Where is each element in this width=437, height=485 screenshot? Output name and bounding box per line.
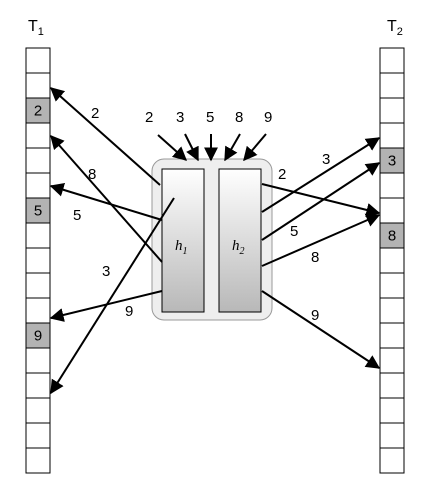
table-left-slot-13 xyxy=(25,347,51,374)
table-left-slot-7-value: 5 xyxy=(34,203,42,220)
arrow-key-3-to-t1 xyxy=(50,197,175,395)
table-right-slot-11 xyxy=(379,297,405,324)
table-left-slot-15 xyxy=(25,397,51,424)
table-right-slot-2 xyxy=(379,72,405,99)
table-right-slot-5 xyxy=(379,147,405,174)
table-left-slot-11 xyxy=(25,297,51,324)
arrow-label: 2 xyxy=(278,166,286,183)
table-right-slot-17 xyxy=(379,447,405,474)
table-left-slot-1 xyxy=(25,47,51,74)
hash-function-h2-label: h2 xyxy=(232,238,245,257)
input-arrow-9 xyxy=(243,133,267,162)
arrow-labels-t1: 2 8 5 3 9 xyxy=(73,105,133,320)
input-arrow-2 xyxy=(157,134,188,161)
table-right-slot-9 xyxy=(379,247,405,274)
table-right-slot-4 xyxy=(379,122,405,149)
arrow-key-5-to-t2 xyxy=(261,162,381,241)
table-right-slot-5-value: 3 xyxy=(388,153,396,170)
table-right-slot-16 xyxy=(379,422,405,449)
arrow-key-9-to-t1 xyxy=(49,290,163,322)
arrow-key-2-to-t1 xyxy=(49,87,161,186)
arrow-key-3-to-t2 xyxy=(261,137,381,213)
table-right-slot-6 xyxy=(379,172,405,199)
table-t1: 2 5 9 xyxy=(25,47,51,474)
hash-function-h1-label: h1 xyxy=(175,238,188,257)
arrow-label: 9 xyxy=(125,303,133,320)
table-right-slot-10 xyxy=(379,272,405,299)
table-right-slot-8-value: 8 xyxy=(388,228,396,245)
arrow-key-8-to-t2 xyxy=(261,213,381,267)
arrow-label: 9 xyxy=(311,307,319,324)
table-left-slot-2 xyxy=(25,72,51,99)
table-left-slot-8 xyxy=(25,222,51,249)
input-arrow-3 xyxy=(184,133,199,162)
input-keys: 2 3 5 8 9 xyxy=(145,109,272,126)
arrow-key-8-to-t1 xyxy=(50,134,163,263)
arrow-label: 8 xyxy=(88,166,96,183)
table-left-slot-4 xyxy=(25,122,51,149)
table-right-slot-1 xyxy=(379,47,405,74)
table-left-slot-16 xyxy=(25,422,51,449)
table-left-slot-12-value: 9 xyxy=(34,328,42,345)
arrow-label: 2 xyxy=(91,105,99,122)
arrow-label: 5 xyxy=(73,207,81,224)
arrow-label: 8 xyxy=(311,249,319,266)
input-arrow-8 xyxy=(224,133,241,162)
table-right-slot-15 xyxy=(379,397,405,424)
input-key: 3 xyxy=(176,109,184,126)
table-right-slot-12 xyxy=(379,322,405,349)
table-left-slot-3-value: 2 xyxy=(34,103,42,120)
arrows-to-t2 xyxy=(261,137,381,369)
arrow-labels-t2: 3 2 5 8 9 xyxy=(278,151,330,324)
arrow-label: 3 xyxy=(322,151,330,168)
arrows-to-t1 xyxy=(49,87,175,395)
table-left-slot-10 xyxy=(25,272,51,299)
input-key: 2 xyxy=(145,109,153,126)
arrow-key-2-to-t2 xyxy=(261,183,381,217)
input-key: 5 xyxy=(206,109,214,126)
input-key: 9 xyxy=(264,109,272,126)
table-right-slot-14 xyxy=(379,372,405,399)
arrow-label: 5 xyxy=(290,223,298,240)
table-right-slot-3 xyxy=(379,97,405,124)
hash-function-h2 xyxy=(218,168,262,313)
table-t2: 38 xyxy=(379,47,405,474)
table-left-slot-6 xyxy=(25,172,51,199)
table-left-slot-9 xyxy=(25,247,51,274)
table-t1-title: T1 xyxy=(28,18,44,38)
hash-function-h1 xyxy=(161,168,205,313)
table-left-slot-14 xyxy=(25,372,51,399)
arrow-label: 3 xyxy=(102,263,110,280)
input-key: 8 xyxy=(235,109,243,126)
arrow-key-9-to-t2 xyxy=(261,290,381,369)
table-left-slot-17 xyxy=(25,447,51,474)
arrow-key-5-to-t1 xyxy=(49,182,163,221)
table-left-slot-5 xyxy=(25,147,51,174)
table-t2-title: T2 xyxy=(387,18,403,38)
input-arrows xyxy=(157,133,267,162)
table-right-slot-7 xyxy=(379,197,405,224)
table-right-slot-13 xyxy=(379,347,405,374)
